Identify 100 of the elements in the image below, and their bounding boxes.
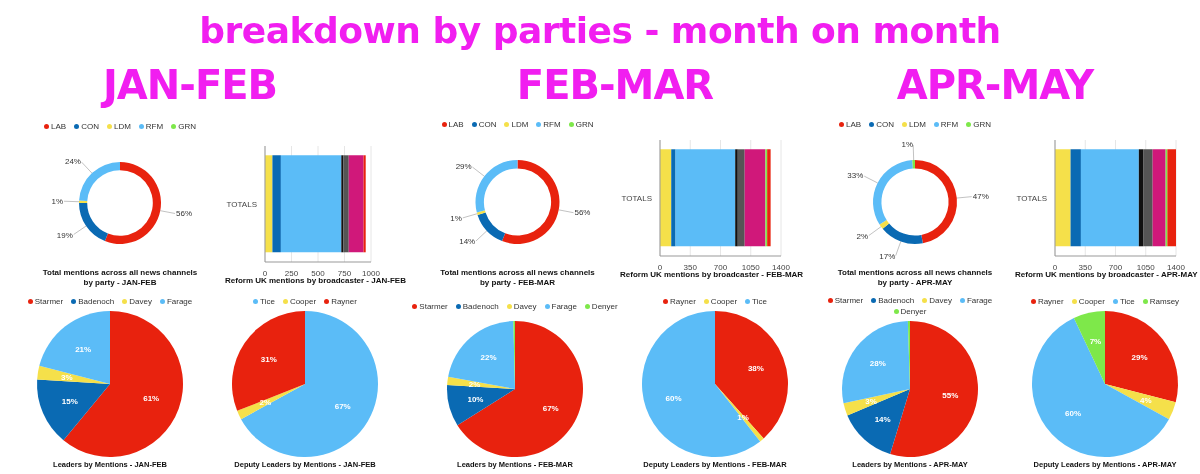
legend-label: Starmer	[834, 296, 864, 305]
bar	[1143, 149, 1153, 247]
data-label: 10%	[467, 394, 484, 404]
bar	[343, 155, 349, 253]
legend-label: Starmer	[419, 301, 448, 311]
pie-slice	[1073, 311, 1105, 384]
legend-label: Rayner	[331, 296, 357, 306]
legend-label: RFM	[940, 119, 959, 129]
legend-label: Badenoch	[462, 301, 499, 311]
legend-label: GRN	[178, 121, 196, 131]
data-label: 3%	[865, 396, 877, 406]
y-tick-label: TOTALS	[226, 199, 257, 209]
legend-label: Davey	[513, 301, 537, 311]
bar	[1070, 149, 1081, 247]
pie-slice	[1105, 311, 1178, 403]
bar	[1138, 149, 1144, 247]
bar	[363, 155, 366, 253]
legend-label: Starmer	[34, 296, 64, 306]
data-label: 15%	[61, 396, 78, 406]
legend-label: LAB	[51, 121, 67, 131]
donut-slice	[879, 220, 890, 229]
x-tick-label: 1400	[772, 262, 791, 272]
data-label: 4%	[1139, 395, 1152, 405]
x-tick-label: 750	[337, 268, 352, 278]
text: breakdown by parties - month on month	[198, 8, 1002, 53]
legend-label: LAB	[448, 119, 464, 129]
bar	[348, 155, 364, 253]
text: Total mentions across all news channels by party - FEB-MAR	[439, 268, 596, 289]
legend-label: Tice	[260, 296, 275, 306]
donut-slice	[882, 223, 923, 244]
data-label: 1%	[901, 139, 914, 149]
data-label: 56%	[574, 208, 591, 218]
pie-slice	[232, 311, 305, 411]
donut-slice	[475, 160, 518, 213]
pie-slice	[842, 321, 910, 404]
legend-label: Badenoch	[878, 296, 915, 305]
bar	[744, 149, 766, 247]
y-tick-label: TOTALS	[621, 193, 652, 203]
text: APR-MAY	[895, 61, 1096, 110]
pie-slice	[847, 389, 910, 455]
legend-label: Farage	[166, 296, 193, 306]
x-tick-label: 0	[1052, 262, 1058, 272]
data-label: 19%	[56, 230, 73, 240]
data-label: 7%	[1089, 336, 1102, 346]
legend-label: Tice	[752, 296, 767, 306]
data-label: 38%	[747, 363, 764, 373]
pie-slice	[447, 385, 515, 426]
data-label: 60%	[1065, 409, 1082, 419]
data-label: 1%	[450, 213, 462, 223]
bar	[341, 155, 344, 253]
donut-slice	[476, 210, 486, 215]
data-label: 55%	[942, 390, 959, 400]
legend-label: LDM	[511, 119, 529, 129]
donut-slice	[79, 162, 120, 201]
data-label: 2%	[259, 398, 272, 408]
x-tick-label: 0	[657, 262, 663, 272]
data-label: 14%	[874, 414, 891, 424]
data-label: 56%	[175, 209, 193, 219]
pie-slice	[715, 311, 788, 439]
data-label: 47%	[972, 192, 989, 202]
x-tick-label: 1050	[1136, 262, 1156, 272]
donut-slice	[915, 160, 957, 244]
data-label: 61%	[143, 394, 160, 404]
bar	[671, 149, 676, 247]
y-tick-label: TOTALS	[1016, 193, 1047, 203]
data-label: 2%	[468, 379, 481, 389]
legend-label: GRN	[575, 119, 594, 129]
data-label: 29%	[455, 161, 472, 171]
x-tick-label: 350	[1078, 262, 1093, 272]
x-tick-label: 0	[262, 268, 268, 278]
data-label: 1%	[51, 196, 64, 206]
legend-label: LDM	[908, 119, 926, 129]
text: Total mentions across all news channels by party - APR-MAY	[836, 268, 994, 289]
data-label: 2%	[856, 231, 869, 241]
legend-label: Cooper	[710, 296, 738, 306]
data-label: 67%	[334, 401, 351, 411]
donut-slice	[79, 203, 108, 242]
pie-slice	[457, 321, 583, 457]
data-label: 60%	[665, 393, 682, 403]
legend-label: GRN	[973, 119, 991, 129]
bar	[280, 155, 342, 253]
legend-label: Tice	[1119, 296, 1135, 306]
legend-label: RFM	[543, 119, 561, 129]
data-label: 3%	[60, 372, 73, 382]
legend-label: Cooper	[1078, 296, 1105, 306]
legend-label: Badenoch	[78, 296, 115, 306]
donut-slice	[104, 162, 161, 244]
pie-slice	[1032, 317, 1169, 457]
x-tick-label: 1400	[1167, 262, 1186, 272]
text: FEB-MAR	[515, 61, 715, 110]
legend-label: Rayner	[1037, 296, 1064, 306]
bar	[1055, 149, 1071, 247]
x-tick-label: 1050	[741, 262, 761, 272]
bar	[1167, 149, 1176, 247]
data-label: 29%	[1131, 352, 1148, 362]
text: Reform UK mentions by broadcaster - JAN-FEB	[225, 276, 406, 287]
donut-slice	[873, 160, 913, 225]
pie-slice	[63, 311, 183, 457]
legend-label: Rayner	[670, 296, 696, 306]
data-label: 22%	[480, 353, 497, 363]
